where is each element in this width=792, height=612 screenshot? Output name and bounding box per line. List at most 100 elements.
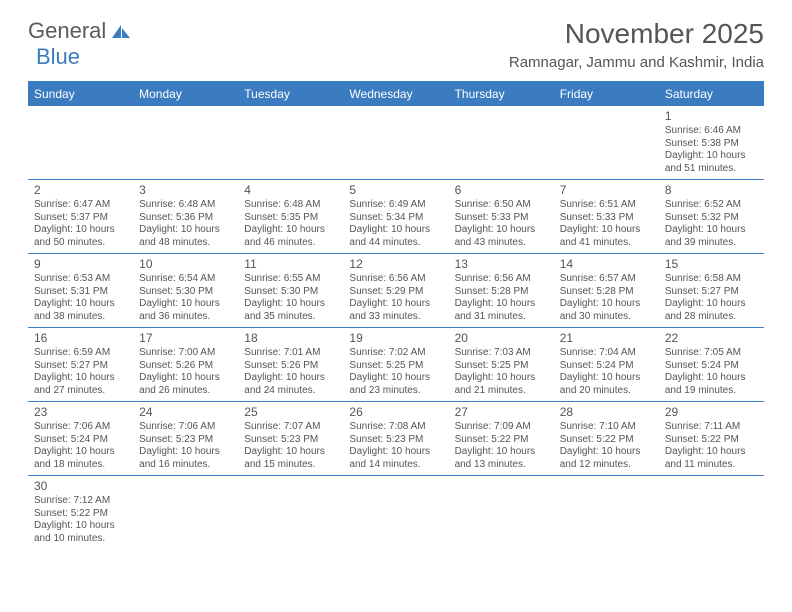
weekday-row: SundayMondayTuesdayWednesdayThursdayFrid… xyxy=(28,83,764,106)
sunrise-line: Sunrise: 6:59 AM xyxy=(34,347,129,360)
sunrise-line: Sunrise: 6:54 AM xyxy=(139,273,234,286)
title-block: November 2025 Ramnagar, Jammu and Kashmi… xyxy=(509,18,764,71)
day-number: 10 xyxy=(139,257,234,272)
sunset-line: Sunset: 5:24 PM xyxy=(560,360,655,373)
sunset-line: Sunset: 5:26 PM xyxy=(139,360,234,373)
sunrise-line: Sunrise: 7:06 AM xyxy=(34,421,129,434)
sunrise-line: Sunrise: 7:04 AM xyxy=(560,347,655,360)
day-number: 30 xyxy=(34,479,129,494)
sunset-line: Sunset: 5:38 PM xyxy=(665,138,760,151)
sunset-line: Sunset: 5:31 PM xyxy=(34,286,129,299)
daylight-line: Daylight: 10 hours and 44 minutes. xyxy=(349,224,444,249)
day-cell: 6Sunrise: 6:50 AMSunset: 5:33 PMDaylight… xyxy=(449,180,554,253)
day-number: 2 xyxy=(34,183,129,198)
sunset-line: Sunset: 5:22 PM xyxy=(665,434,760,447)
day-cell: 5Sunrise: 6:49 AMSunset: 5:34 PMDaylight… xyxy=(343,180,448,253)
sunset-line: Sunset: 5:23 PM xyxy=(349,434,444,447)
day-number: 20 xyxy=(455,331,550,346)
sunrise-line: Sunrise: 6:52 AM xyxy=(665,199,760,212)
day-cell: 18Sunrise: 7:01 AMSunset: 5:26 PMDayligh… xyxy=(238,328,343,401)
day-number: 21 xyxy=(560,331,655,346)
logo-blue: Blue xyxy=(36,44,80,70)
day-number: 24 xyxy=(139,405,234,420)
daylight-line: Daylight: 10 hours and 43 minutes. xyxy=(455,224,550,249)
sunrise-line: Sunrise: 7:12 AM xyxy=(34,495,129,508)
day-cell: 10Sunrise: 6:54 AMSunset: 5:30 PMDayligh… xyxy=(133,254,238,327)
day-cell: 14Sunrise: 6:57 AMSunset: 5:28 PMDayligh… xyxy=(554,254,659,327)
day-number: 28 xyxy=(560,405,655,420)
sunset-line: Sunset: 5:25 PM xyxy=(349,360,444,373)
weekday-header: Tuesday xyxy=(238,83,343,106)
day-number: 4 xyxy=(244,183,339,198)
daylight-line: Daylight: 10 hours and 46 minutes. xyxy=(244,224,339,249)
week-row: 1Sunrise: 6:46 AMSunset: 5:38 PMDaylight… xyxy=(28,106,764,180)
day-cell: 3Sunrise: 6:48 AMSunset: 5:36 PMDaylight… xyxy=(133,180,238,253)
sunset-line: Sunset: 5:24 PM xyxy=(34,434,129,447)
weekday-header: Monday xyxy=(133,83,238,106)
sunrise-line: Sunrise: 6:49 AM xyxy=(349,199,444,212)
weekday-header: Thursday xyxy=(449,83,554,106)
day-cell: 16Sunrise: 6:59 AMSunset: 5:27 PMDayligh… xyxy=(28,328,133,401)
day-cell: 26Sunrise: 7:08 AMSunset: 5:23 PMDayligh… xyxy=(343,402,448,475)
day-cell: 21Sunrise: 7:04 AMSunset: 5:24 PMDayligh… xyxy=(554,328,659,401)
day-number: 29 xyxy=(665,405,760,420)
daylight-line: Daylight: 10 hours and 18 minutes. xyxy=(34,446,129,471)
day-cell-empty xyxy=(133,476,238,549)
day-number: 3 xyxy=(139,183,234,198)
day-number: 19 xyxy=(349,331,444,346)
day-number: 26 xyxy=(349,405,444,420)
sunset-line: Sunset: 5:22 PM xyxy=(455,434,550,447)
day-cell: 9Sunrise: 6:53 AMSunset: 5:31 PMDaylight… xyxy=(28,254,133,327)
sunset-line: Sunset: 5:33 PM xyxy=(560,212,655,225)
sunrise-line: Sunrise: 7:07 AM xyxy=(244,421,339,434)
day-cell: 23Sunrise: 7:06 AMSunset: 5:24 PMDayligh… xyxy=(28,402,133,475)
sunrise-line: Sunrise: 6:57 AM xyxy=(560,273,655,286)
daylight-line: Daylight: 10 hours and 27 minutes. xyxy=(34,372,129,397)
day-number: 13 xyxy=(455,257,550,272)
sunset-line: Sunset: 5:24 PM xyxy=(665,360,760,373)
sunset-line: Sunset: 5:27 PM xyxy=(34,360,129,373)
day-cell-empty xyxy=(449,476,554,549)
sunrise-line: Sunrise: 6:53 AM xyxy=(34,273,129,286)
daylight-line: Daylight: 10 hours and 19 minutes. xyxy=(665,372,760,397)
day-number: 9 xyxy=(34,257,129,272)
week-row: 9Sunrise: 6:53 AMSunset: 5:31 PMDaylight… xyxy=(28,254,764,328)
day-number: 11 xyxy=(244,257,339,272)
calendar: SundayMondayTuesdayWednesdayThursdayFrid… xyxy=(28,81,764,549)
day-cell-empty xyxy=(343,476,448,549)
day-cell-empty xyxy=(659,476,764,549)
sunrise-line: Sunrise: 6:48 AM xyxy=(139,199,234,212)
weeks-container: 1Sunrise: 6:46 AMSunset: 5:38 PMDaylight… xyxy=(28,106,764,549)
sunset-line: Sunset: 5:29 PM xyxy=(349,286,444,299)
sunset-line: Sunset: 5:27 PM xyxy=(665,286,760,299)
week-row: 2Sunrise: 6:47 AMSunset: 5:37 PMDaylight… xyxy=(28,180,764,254)
sunrise-line: Sunrise: 6:48 AM xyxy=(244,199,339,212)
day-cell: 28Sunrise: 7:10 AMSunset: 5:22 PMDayligh… xyxy=(554,402,659,475)
weekday-header: Saturday xyxy=(659,83,764,106)
sunrise-line: Sunrise: 6:47 AM xyxy=(34,199,129,212)
sunrise-line: Sunrise: 6:56 AM xyxy=(349,273,444,286)
sunset-line: Sunset: 5:34 PM xyxy=(349,212,444,225)
day-cell: 8Sunrise: 6:52 AMSunset: 5:32 PMDaylight… xyxy=(659,180,764,253)
day-cell: 20Sunrise: 7:03 AMSunset: 5:25 PMDayligh… xyxy=(449,328,554,401)
day-number: 12 xyxy=(349,257,444,272)
day-cell: 12Sunrise: 6:56 AMSunset: 5:29 PMDayligh… xyxy=(343,254,448,327)
day-number: 17 xyxy=(139,331,234,346)
daylight-line: Daylight: 10 hours and 14 minutes. xyxy=(349,446,444,471)
day-cell: 13Sunrise: 6:56 AMSunset: 5:28 PMDayligh… xyxy=(449,254,554,327)
daylight-line: Daylight: 10 hours and 11 minutes. xyxy=(665,446,760,471)
daylight-line: Daylight: 10 hours and 12 minutes. xyxy=(560,446,655,471)
daylight-line: Daylight: 10 hours and 26 minutes. xyxy=(139,372,234,397)
daylight-line: Daylight: 10 hours and 50 minutes. xyxy=(34,224,129,249)
sunset-line: Sunset: 5:23 PM xyxy=(139,434,234,447)
day-cell: 11Sunrise: 6:55 AMSunset: 5:30 PMDayligh… xyxy=(238,254,343,327)
sunset-line: Sunset: 5:32 PM xyxy=(665,212,760,225)
daylight-line: Daylight: 10 hours and 20 minutes. xyxy=(560,372,655,397)
day-cell: 17Sunrise: 7:00 AMSunset: 5:26 PMDayligh… xyxy=(133,328,238,401)
day-cell-empty xyxy=(28,106,133,179)
daylight-line: Daylight: 10 hours and 15 minutes. xyxy=(244,446,339,471)
sunrise-line: Sunrise: 6:50 AM xyxy=(455,199,550,212)
sunrise-line: Sunrise: 7:01 AM xyxy=(244,347,339,360)
day-cell-empty xyxy=(554,106,659,179)
sunrise-line: Sunrise: 7:03 AM xyxy=(455,347,550,360)
